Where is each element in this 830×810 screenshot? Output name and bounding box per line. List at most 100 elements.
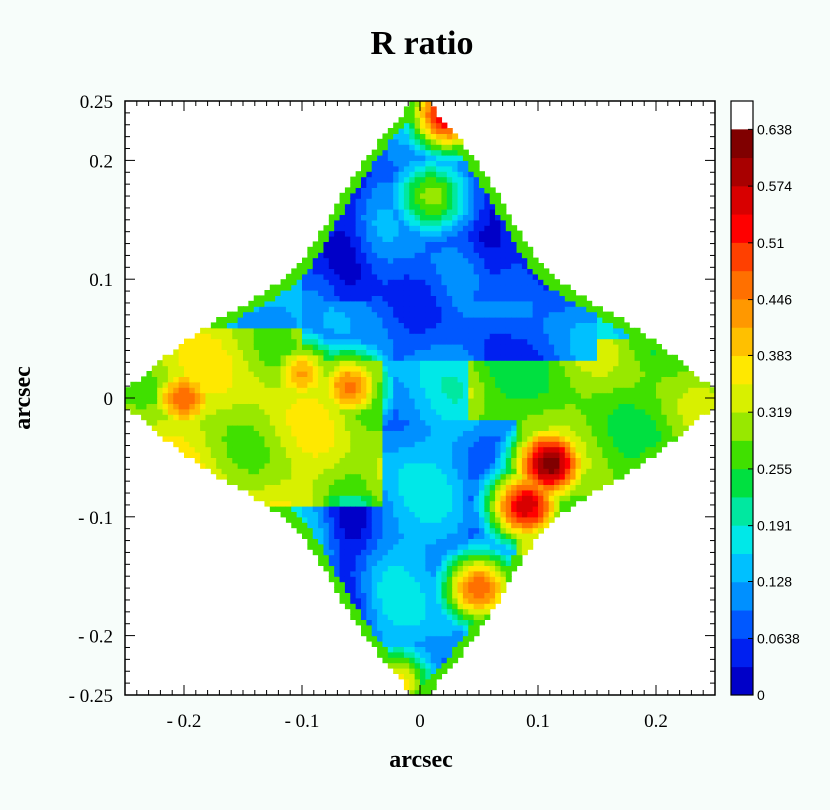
heatmap-cell [323,354,330,361]
heatmap-cell [452,506,459,512]
heatmap-cell [350,192,357,199]
heatmap-cell [259,327,266,334]
heatmap-cell [564,354,571,361]
heatmap-cell [371,371,378,377]
heatmap-cell [554,317,561,323]
heatmap-cell [409,522,416,529]
heatmap-cell [559,398,566,404]
heatmap-cell [505,414,512,421]
heatmap-cell [382,230,389,237]
heatmap-cell [216,408,223,415]
heatmap-cell [350,506,357,512]
heatmap-cell [468,538,475,545]
heatmap-cell [216,468,223,475]
heatmap-cell [371,484,378,491]
heatmap-cell [323,403,330,410]
heatmap-cell [189,360,196,367]
heatmap-cell [441,587,448,593]
heatmap-cell [521,349,528,356]
heatmap-cell [425,489,432,496]
heatmap-cell [323,241,330,248]
heatmap-cell [291,473,298,480]
heatmap-cell [259,419,266,426]
heatmap-cell [468,435,475,442]
heatmap-cell [328,311,335,318]
heatmap-cell [425,219,432,226]
heatmap-cell [468,279,475,286]
heatmap-cell [436,333,443,340]
heatmap-cell [221,392,228,399]
heatmap-cell [393,295,400,302]
heatmap-cell [441,300,448,307]
heatmap-cell [339,489,346,496]
heatmap-cell [489,576,496,583]
heatmap-cell [446,300,453,307]
heatmap-cell [462,533,469,539]
heatmap-cell [484,354,491,361]
heatmap-cell [462,430,469,437]
heatmap-cell [205,387,212,394]
heatmap-cell [328,387,335,394]
heatmap-cell [532,473,539,480]
heatmap-cell [580,479,587,485]
heatmap-cell [377,646,384,653]
heatmap-cell [500,408,507,415]
heatmap-cell [312,398,319,404]
heatmap-cell [521,511,528,518]
heatmap-cell [285,311,292,318]
heatmap-cell [511,543,518,550]
heatmap-cell [484,419,491,426]
heatmap-cell [425,651,432,658]
heatmap-cell [489,581,496,588]
heatmap-cell [430,295,437,302]
heatmap-cell [184,425,190,431]
heatmap-cell [430,538,437,545]
heatmap-cell [559,500,566,507]
heatmap-cell [468,263,475,269]
heatmap-cell [511,554,518,561]
heatmap-cell [398,614,405,620]
heatmap-cell [216,446,223,453]
heatmap-cell [420,662,426,669]
heatmap-cell [441,462,448,469]
heatmap-cell [521,403,528,410]
heatmap-cell [221,430,228,437]
heatmap-cell [462,560,469,566]
heatmap-cell [479,495,485,502]
heatmap-cell [403,106,410,113]
heatmap-cell [334,257,341,264]
heatmap-cell [280,333,287,340]
heatmap-cell [425,624,432,631]
heatmap-cell [403,214,410,221]
heatmap-cell [430,565,437,572]
heatmap-cell [339,230,346,237]
heatmap-cell [162,360,169,367]
heatmap-cell [468,165,475,172]
heatmap-cell [403,225,410,232]
heatmap-cell [425,641,432,647]
heatmap-cell [248,381,255,388]
heatmap-cell [387,176,394,183]
heatmap-cell [328,516,335,523]
heatmap-cell [312,462,319,469]
heatmap-cell [403,565,410,572]
heatmap-cell [403,306,410,313]
heatmap-cell [205,446,212,453]
heatmap-cell [414,273,421,280]
heatmap-cell [521,549,528,556]
heatmap-cell [307,495,314,502]
heatmap-cell [473,176,480,183]
heatmap-cell [285,295,292,302]
heatmap-cell [361,236,367,242]
heatmap-cell [355,322,362,329]
heatmap-cell [398,149,405,156]
heatmap-cell [307,376,314,383]
heatmap-cell [323,462,330,469]
heatmap-cell [479,533,485,539]
heatmap-cell [194,338,201,345]
heatmap-cell [387,306,394,313]
heatmap-cell [382,430,389,437]
heatmap-cell [420,171,426,178]
heatmap-cell [511,246,518,253]
heatmap-cell [495,565,502,572]
